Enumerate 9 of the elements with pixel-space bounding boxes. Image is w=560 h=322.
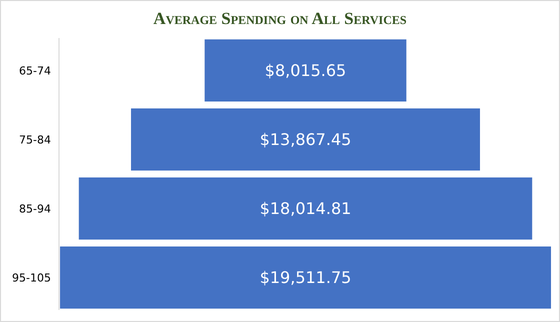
text: Average Spending on All Services bbox=[153, 9, 407, 28]
data-label: $8,015.65 bbox=[264, 61, 346, 80]
data-label: $18,014.81 bbox=[260, 199, 352, 218]
category-label: 75-84 bbox=[19, 133, 51, 146]
data-label: $13,867.45 bbox=[260, 130, 352, 150]
data-label: $19,511.75 bbox=[260, 268, 352, 288]
category-label: 95-105 bbox=[12, 271, 51, 284]
category-label: 85-94 bbox=[19, 202, 51, 216]
category-label: 65-74 bbox=[19, 64, 51, 78]
